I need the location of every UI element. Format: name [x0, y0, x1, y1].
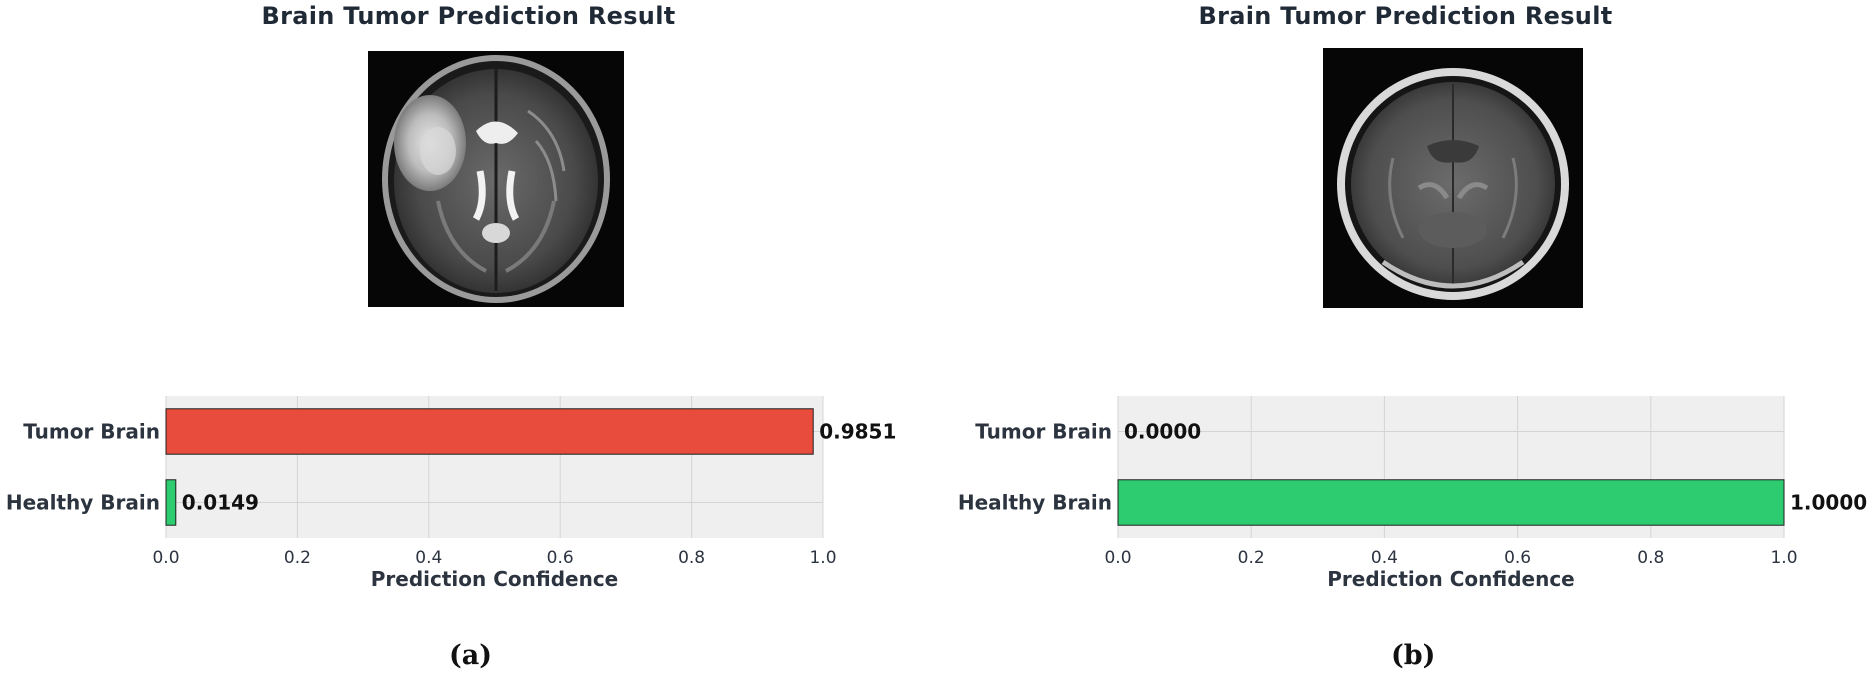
- value-label: 0.0149: [182, 491, 259, 515]
- x-tick-label: 0.4: [415, 548, 442, 568]
- y-category-label: Tumor Brain: [23, 420, 160, 444]
- bar-chart-a: 0.0 0.2 0.4 0.6 0.8 1.0 Tumor Brain 0.9851 Healt…: [6, 396, 896, 591]
- x-tick-label: 1.0: [809, 548, 836, 568]
- bar: [165, 408, 814, 455]
- x-tick-label: 0.6: [547, 548, 574, 568]
- mri-image-healthy: [1323, 48, 1583, 308]
- x-tick-label: 0.2: [1238, 548, 1265, 568]
- y-category-label: Healthy Brain: [958, 491, 1112, 515]
- mri-axial-tumor-icon: [382, 55, 610, 303]
- panel-a: Brain Tumor Prediction Result: [6, 2, 897, 671]
- figure-caption: (b): [1391, 640, 1436, 671]
- value-label: 0.0000: [1124, 420, 1201, 444]
- x-tick-label: 0.0: [152, 548, 179, 568]
- chart-title: Brain Tumor Prediction Result: [1198, 2, 1613, 30]
- value-label: 0.9851: [819, 420, 896, 444]
- x-tick-label: 0.8: [678, 548, 705, 568]
- x-tick-label: 0.4: [1371, 548, 1398, 568]
- y-category-label: Tumor Brain: [975, 420, 1112, 444]
- bar: [1117, 479, 1785, 526]
- mri-axial-healthy-icon: [1337, 68, 1569, 300]
- bar-chart-b: 0.0 0.2 0.4 0.6 0.8 1.0 Tumor Brain 0.0000 Healt…: [958, 396, 1867, 591]
- bar: [165, 479, 177, 526]
- value-label: 1.0000: [1790, 491, 1867, 515]
- x-tick-label: 0.0: [1104, 548, 1131, 568]
- y-category-label: Healthy Brain: [6, 491, 160, 515]
- x-axis-label: Prediction Confidence: [371, 567, 619, 591]
- x-tick-label: 1.0: [1770, 548, 1797, 568]
- chart-title: Brain Tumor Prediction Result: [261, 2, 676, 30]
- x-tick-label: 0.8: [1637, 548, 1664, 568]
- x-tick-label: 0.2: [284, 548, 311, 568]
- x-tick-label: 0.6: [1504, 548, 1531, 568]
- mri-image-tumor: [368, 51, 624, 307]
- panel-b: Brain Tumor Prediction Result 0.0 0.2 0.4 0…: [937, 0, 1874, 678]
- x-axis-label: Prediction Confidence: [1327, 567, 1575, 591]
- figure-caption: (a): [449, 640, 493, 671]
